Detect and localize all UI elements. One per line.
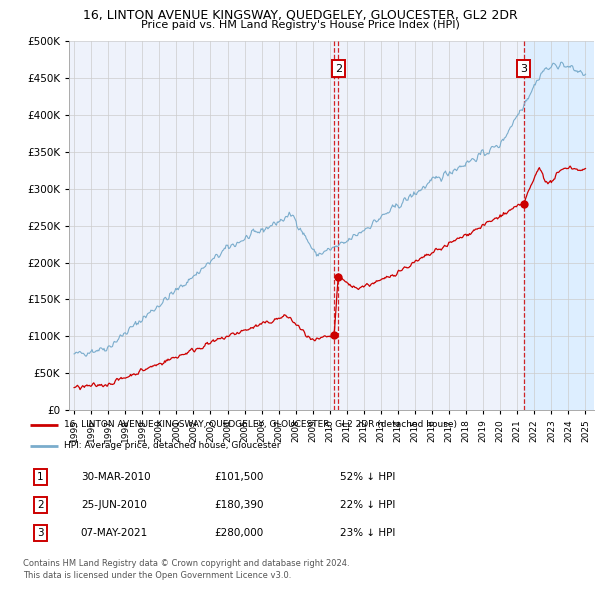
Text: £101,500: £101,500	[215, 472, 264, 482]
Text: 1: 1	[37, 472, 44, 482]
Text: 25-JUN-2010: 25-JUN-2010	[81, 500, 147, 510]
Text: £180,390: £180,390	[215, 500, 265, 510]
Text: Contains HM Land Registry data © Crown copyright and database right 2024.: Contains HM Land Registry data © Crown c…	[23, 559, 349, 568]
Text: HPI: Average price, detached house, Gloucester: HPI: Average price, detached house, Glou…	[64, 441, 280, 450]
Text: £280,000: £280,000	[215, 528, 264, 538]
Text: This data is licensed under the Open Government Licence v3.0.: This data is licensed under the Open Gov…	[23, 571, 291, 579]
Text: 52% ↓ HPI: 52% ↓ HPI	[340, 472, 395, 482]
Text: 3: 3	[37, 528, 44, 538]
Text: 16, LINTON AVENUE KINGSWAY, QUEDGELEY, GLOUCESTER, GL2 2DR (detached house): 16, LINTON AVENUE KINGSWAY, QUEDGELEY, G…	[64, 421, 457, 430]
Text: 22% ↓ HPI: 22% ↓ HPI	[340, 500, 395, 510]
Text: 30-MAR-2010: 30-MAR-2010	[81, 472, 151, 482]
Text: Price paid vs. HM Land Registry's House Price Index (HPI): Price paid vs. HM Land Registry's House …	[140, 20, 460, 30]
Text: 07-MAY-2021: 07-MAY-2021	[81, 528, 148, 538]
Text: 16, LINTON AVENUE KINGSWAY, QUEDGELEY, GLOUCESTER, GL2 2DR: 16, LINTON AVENUE KINGSWAY, QUEDGELEY, G…	[83, 9, 517, 22]
Text: 3: 3	[520, 64, 527, 74]
Text: 23% ↓ HPI: 23% ↓ HPI	[340, 528, 395, 538]
Bar	[524, 41, 594, 410]
Text: 2: 2	[37, 500, 44, 510]
Text: 2: 2	[335, 64, 342, 74]
